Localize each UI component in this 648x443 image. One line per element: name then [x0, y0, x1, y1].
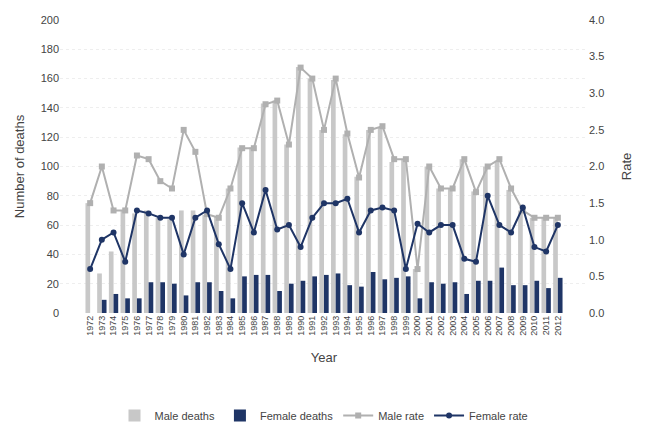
svg-text:120: 120 [41, 131, 59, 143]
svg-text:1983: 1983 [214, 316, 224, 336]
svg-text:1993: 1993 [331, 316, 341, 336]
svg-text:1998: 1998 [389, 316, 399, 336]
svg-text:2004: 2004 [459, 316, 469, 336]
svg-text:2006: 2006 [483, 316, 493, 336]
svg-text:1984: 1984 [225, 316, 235, 336]
svg-text:2011: 2011 [541, 316, 551, 335]
svg-text:20: 20 [47, 278, 59, 290]
svg-text:1987: 1987 [260, 316, 270, 336]
svg-text:80: 80 [47, 190, 59, 202]
svg-text:1972: 1972 [85, 316, 95, 336]
svg-text:1994: 1994 [342, 316, 352, 336]
svg-text:2000: 2000 [412, 316, 422, 336]
svg-text:1996: 1996 [366, 316, 376, 336]
svg-text:Male rate: Male rate [378, 410, 424, 422]
svg-text:1977: 1977 [144, 316, 154, 336]
svg-text:1990: 1990 [296, 316, 306, 336]
svg-text:3.5: 3.5 [589, 50, 604, 62]
svg-text:1989: 1989 [284, 316, 294, 336]
svg-text:1980: 1980 [179, 316, 189, 336]
svg-text:1979: 1979 [167, 316, 177, 336]
svg-text:4.0: 4.0 [589, 14, 604, 26]
svg-text:2005: 2005 [471, 316, 481, 336]
svg-text:160: 160 [41, 72, 59, 84]
svg-text:Number of deaths: Number of deaths [12, 114, 27, 218]
svg-text:1988: 1988 [272, 316, 282, 336]
svg-text:Rate: Rate [619, 153, 634, 180]
svg-text:Female deaths: Female deaths [260, 410, 333, 422]
svg-text:2008: 2008 [506, 316, 516, 336]
svg-text:2001: 2001 [424, 316, 434, 336]
svg-text:2012: 2012 [553, 316, 563, 336]
svg-text:1.0: 1.0 [589, 234, 604, 246]
svg-text:1973: 1973 [97, 316, 107, 336]
svg-text:1992: 1992 [319, 316, 329, 336]
svg-text:0.5: 0.5 [589, 270, 604, 282]
svg-text:1991: 1991 [307, 316, 317, 336]
svg-text:Year: Year [311, 350, 338, 365]
svg-text:2.0: 2.0 [589, 160, 604, 172]
svg-text:2003: 2003 [448, 316, 458, 336]
svg-text:180: 180 [41, 43, 59, 55]
svg-text:1974: 1974 [108, 316, 118, 336]
svg-text:2009: 2009 [518, 316, 528, 336]
svg-text:200: 200 [41, 14, 59, 26]
svg-text:2010: 2010 [529, 316, 539, 336]
svg-text:1999: 1999 [401, 316, 411, 336]
svg-text:0.0: 0.0 [589, 307, 604, 319]
svg-text:40: 40 [47, 248, 59, 260]
svg-text:100: 100 [41, 160, 59, 172]
svg-text:3.0: 3.0 [589, 87, 604, 99]
svg-text:1982: 1982 [202, 316, 212, 336]
svg-text:1995: 1995 [354, 316, 364, 336]
svg-text:140: 140 [41, 102, 59, 114]
svg-text:1978: 1978 [155, 316, 165, 336]
svg-text:0: 0 [53, 307, 59, 319]
svg-text:2007: 2007 [494, 316, 504, 336]
svg-text:2.5: 2.5 [589, 124, 604, 136]
svg-text:2002: 2002 [436, 316, 446, 336]
svg-text:1.5: 1.5 [589, 197, 604, 209]
svg-text:1981: 1981 [190, 316, 200, 336]
svg-text:1997: 1997 [377, 316, 387, 336]
svg-text:Female rate: Female rate [469, 410, 528, 422]
svg-text:1985: 1985 [237, 316, 247, 336]
svg-text:1975: 1975 [120, 316, 130, 336]
svg-text:60: 60 [47, 219, 59, 231]
svg-text:1976: 1976 [132, 316, 142, 336]
svg-text:1986: 1986 [249, 316, 259, 336]
svg-text:Male deaths: Male deaths [155, 410, 215, 422]
